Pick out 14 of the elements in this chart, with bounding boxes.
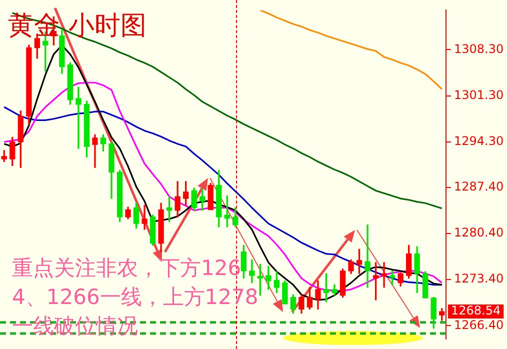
y-tick-label: 1294.30: [454, 134, 504, 148]
y-tick-label: 1301.30: [454, 88, 504, 102]
candlestick: [364, 224, 370, 288]
text: 1268.54: [451, 304, 501, 318]
y-tick-label: 1266.40: [454, 318, 504, 332]
candlestick: [381, 262, 387, 288]
candlestick: [142, 204, 148, 230]
y-tick-label: 1280.40: [454, 226, 504, 240]
y-tick-label: 1308.30: [454, 42, 504, 56]
candlestick: [92, 134, 98, 168]
y-tick-label: 1273.40: [454, 272, 504, 286]
candlestick: [76, 86, 82, 149]
y-tick-label: 1287.40: [454, 179, 504, 194]
candlestick: [266, 266, 272, 290]
